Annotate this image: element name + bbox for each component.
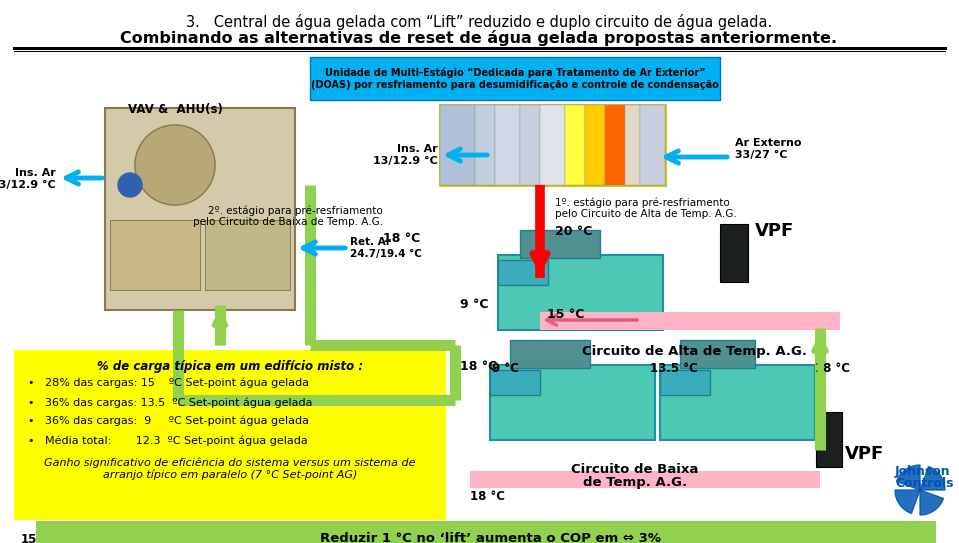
Bar: [520, 105, 540, 185]
Bar: [490, 370, 540, 395]
Text: Ganho significativo de eficiência do sistema versus um sistema de: Ganho significativo de eficiência do sis…: [44, 457, 416, 468]
Text: Unidade de Multi-Estágio “Dedicada para Tratamento de Ar Exterior”: Unidade de Multi-Estágio “Dedicada para …: [325, 67, 706, 78]
Bar: [520, 230, 600, 258]
Text: •   36% das cargas:  9     ºC Set-point água gelada: • 36% das cargas: 9 ºC Set-point água ge…: [28, 416, 309, 426]
Wedge shape: [895, 490, 920, 514]
Text: VAV &  AHU(s): VAV & AHU(s): [128, 103, 222, 116]
Text: % de carga típica em um edifício misto :: % de carga típica em um edifício misto :: [97, 360, 363, 373]
Bar: [105, 108, 295, 310]
Text: de Temp. A.G.: de Temp. A.G.: [583, 476, 687, 489]
Bar: [510, 340, 590, 368]
Bar: [440, 105, 475, 185]
Bar: [816, 412, 842, 467]
Text: (DOAS) por resfriamento para desumidificação e controle de condensação: (DOAS) por resfriamento para desumidific…: [311, 80, 719, 90]
Bar: [720, 224, 748, 282]
Bar: [540, 312, 840, 330]
Text: 3.   Central de água gelada com “Lift” reduzido e duplo circuito de água gelada.: 3. Central de água gelada com “Lift” red…: [186, 14, 772, 30]
Text: 18 °C: 18 °C: [460, 360, 498, 373]
Bar: [640, 105, 665, 185]
Bar: [490, 365, 655, 440]
Bar: [605, 105, 625, 185]
Bar: [585, 105, 605, 185]
Text: •   36% das cargas: 13.5  ºC Set-point água gelada: • 36% das cargas: 13.5 ºC Set-point água…: [28, 397, 313, 407]
Bar: [470, 471, 820, 488]
Text: Combinando as alternativas de reset de água gelada propostas anteriormente.: Combinando as alternativas de reset de á…: [121, 30, 837, 46]
Text: •   28% das cargas: 15    ºC Set-point água gelada: • 28% das cargas: 15 ºC Set-point água g…: [28, 378, 309, 388]
Text: Reduzir 1 °C no ‘lift’ aumenta o COP em ⇔ 3%: Reduzir 1 °C no ‘lift’ aumenta o COP em …: [319, 532, 661, 543]
Bar: [540, 105, 565, 185]
Text: pelo Circuito de Alta de Temp. A.G.: pelo Circuito de Alta de Temp. A.G.: [555, 209, 737, 219]
Wedge shape: [920, 490, 944, 515]
Circle shape: [118, 173, 142, 197]
Text: 13.5 °C: 13.5 °C: [650, 362, 698, 375]
Text: 15: 15: [21, 533, 37, 543]
Text: Ins. Ar: Ins. Ar: [15, 168, 56, 178]
Text: 9 °C: 9 °C: [492, 362, 519, 375]
Bar: [205, 220, 290, 290]
Bar: [625, 105, 640, 185]
Bar: [475, 105, 495, 185]
Text: Ret. Ar
24.7/19.4 °C: Ret. Ar 24.7/19.4 °C: [350, 237, 422, 258]
Text: 2º. estágio para pré-resfriamento: 2º. estágio para pré-resfriamento: [208, 205, 383, 216]
Text: 18 °C: 18 °C: [470, 490, 505, 503]
Bar: [565, 105, 585, 185]
Bar: [660, 370, 710, 395]
Text: 13/12.9 °C: 13/12.9 °C: [0, 180, 56, 190]
Bar: [495, 105, 520, 185]
Text: 20 °C: 20 °C: [555, 225, 593, 238]
Bar: [660, 365, 815, 440]
Circle shape: [135, 125, 215, 205]
Text: Controls: Controls: [895, 477, 953, 490]
Text: Ar Externo: Ar Externo: [735, 138, 802, 148]
Text: 15 °C: 15 °C: [547, 308, 584, 321]
Text: VPF: VPF: [755, 222, 794, 240]
Bar: [36, 521, 936, 543]
Text: 18 °C: 18 °C: [383, 232, 420, 245]
Bar: [310, 57, 720, 100]
Text: •   Média total:       12.3  ºC Set-point água gelada: • Média total: 12.3 ºC Set-point água ge…: [28, 435, 308, 445]
Text: 33/27 °C: 33/27 °C: [735, 150, 787, 160]
Bar: [680, 340, 755, 368]
Text: Johnson: Johnson: [895, 465, 950, 478]
Text: 1º. estágio para pré-resfriamento: 1º. estágio para pré-resfriamento: [555, 197, 730, 207]
Bar: [440, 105, 665, 185]
Bar: [498, 255, 663, 330]
Text: Circuito de Baixa: Circuito de Baixa: [572, 463, 699, 476]
Wedge shape: [920, 466, 945, 490]
Text: arranjo típico em paralelo (7 °C Set-point AG): arranjo típico em paralelo (7 °C Set-poi…: [103, 469, 357, 479]
Text: Ins. Ar: Ins. Ar: [397, 144, 438, 154]
Bar: [110, 220, 200, 290]
Bar: [14, 350, 446, 520]
Text: Circuito de Alta de Temp. A.G.: Circuito de Alta de Temp. A.G.: [582, 345, 807, 358]
Wedge shape: [897, 465, 920, 490]
Text: pelo Circuito de Baixa de Temp. A.G.: pelo Circuito de Baixa de Temp. A.G.: [193, 217, 383, 227]
Bar: [498, 260, 548, 285]
Text: 13/12.9 °C: 13/12.9 °C: [373, 156, 438, 166]
Text: VPF: VPF: [845, 445, 884, 463]
Text: 18 °C: 18 °C: [815, 362, 850, 375]
Text: 9 °C: 9 °C: [460, 298, 488, 311]
